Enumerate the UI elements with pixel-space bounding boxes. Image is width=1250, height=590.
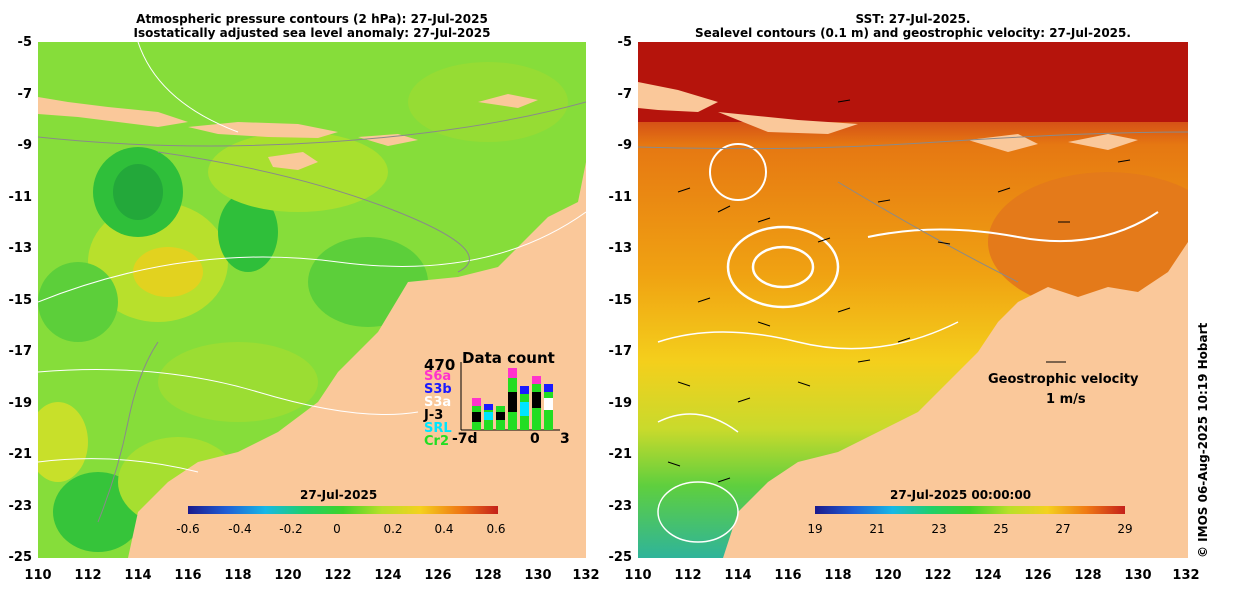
left-ytick: -17 — [8, 344, 33, 359]
left-xtick: 112 — [74, 568, 102, 583]
data-count-title: Data count — [462, 349, 555, 367]
right-xtick: 126 — [1024, 568, 1052, 583]
right-ytick: -7 — [617, 87, 632, 102]
right-ytick: -25 — [608, 550, 633, 565]
right-ytick: -21 — [608, 447, 633, 462]
right-xtick: 114 — [724, 568, 752, 583]
right-map[interactable] — [638, 42, 1188, 558]
left-colorbar-label: 27-Jul-2025 — [300, 488, 378, 502]
right-ytick: -17 — [608, 344, 633, 359]
left-ytick: -23 — [8, 499, 33, 514]
mission-s3b: S3b — [424, 382, 452, 397]
right-ytick: -9 — [617, 138, 632, 153]
right-xtick: 128 — [1074, 568, 1102, 583]
left-ytick: -11 — [8, 190, 33, 205]
left-xtick: 114 — [124, 568, 152, 583]
left-title: Atmospheric pressure contours (2 hPa): 2… — [38, 12, 586, 40]
left-cbar-tick: -0.4 — [228, 522, 252, 536]
left-xtick: 132 — [572, 568, 600, 583]
left-xtick: 126 — [424, 568, 452, 583]
right-ytick: -5 — [617, 35, 632, 50]
right-colorbar — [815, 506, 1125, 514]
right-title-line2: Sealevel contours (0.1 m) and geostrophi… — [695, 26, 1131, 40]
mission-cr2: Cr2 — [424, 434, 449, 449]
data-count-x-start: -7d — [452, 431, 478, 447]
mission-s6a: S6a — [424, 369, 452, 384]
left-cbar-tick: 0.4 — [434, 522, 454, 536]
right-xtick: 118 — [824, 568, 852, 583]
right-colorbar-label: 27-Jul-2025 00:00:00 — [890, 488, 1032, 502]
left-cbar-tick: 0.2 — [383, 522, 403, 536]
left-xtick: 122 — [324, 568, 352, 583]
right-cbar-tick: 23 — [931, 522, 947, 536]
right-cbar-tick: 21 — [869, 522, 885, 536]
left-title-line2: Isostatically adjusted sea level anomaly… — [133, 26, 491, 40]
left-ytick: -13 — [8, 241, 33, 256]
data-count-x-end: 3 — [560, 431, 570, 447]
mission-j3: J-3 — [424, 408, 444, 423]
left-xtick: 124 — [374, 568, 402, 583]
mission-srl: SRL — [424, 421, 452, 436]
left-ytick: -5 — [17, 35, 32, 50]
left-ytick: -21 — [8, 447, 33, 462]
left-ytick: -15 — [8, 293, 33, 308]
data-count-bars — [472, 368, 553, 430]
left-map[interactable] — [38, 42, 586, 558]
left-xtick: 118 — [224, 568, 252, 583]
right-ytick: -23 — [608, 499, 633, 514]
imos-credit: © IMOS 06-Aug-2025 10:19 Hobart — [1196, 322, 1210, 558]
left-cbar-tick: -0.6 — [176, 522, 200, 536]
data-count-max: 470 — [424, 356, 456, 374]
right-xtick: 116 — [774, 568, 802, 583]
left-cbar-tick: 0 — [333, 522, 341, 536]
right-xtick: 110 — [624, 568, 652, 583]
mission-s3a: S3a — [424, 395, 452, 410]
left-xtick: 116 — [174, 568, 202, 583]
right-cbar-tick: 29 — [1117, 522, 1133, 536]
left-title-line1: Atmospheric pressure contours (2 hPa): 2… — [136, 12, 488, 26]
right-xtick: 122 — [924, 568, 952, 583]
right-cbar-tick: 27 — [1055, 522, 1071, 536]
right-map-svg — [638, 42, 1188, 558]
left-xtick: 120 — [274, 568, 302, 583]
right-cbar-tick: 19 — [807, 522, 823, 536]
left-xtick: 130 — [524, 568, 552, 583]
right-ytick: -11 — [608, 190, 633, 205]
left-colorbar — [188, 506, 498, 514]
right-xtick: 124 — [974, 568, 1002, 583]
right-ytick: -19 — [608, 396, 633, 411]
right-ytick: -13 — [608, 241, 633, 256]
right-xtick: 120 — [874, 568, 902, 583]
velocity-arrows — [667, 99, 1131, 483]
left-ytick: -9 — [17, 138, 32, 153]
left-cbar-tick: -0.2 — [279, 522, 303, 536]
left-ytick: -7 — [17, 87, 32, 102]
left-map-svg — [38, 42, 586, 558]
right-xtick: 130 — [1124, 568, 1152, 583]
right-xtick: 112 — [674, 568, 702, 583]
right-title: SST: 27-Jul-2025. Sealevel contours (0.1… — [638, 12, 1188, 40]
data-count-x-zero: 0 — [530, 431, 540, 447]
left-xtick: 110 — [24, 568, 52, 583]
left-cbar-tick: 0.6 — [486, 522, 506, 536]
velocity-scale: 1 m/s — [1046, 392, 1086, 407]
data-count-chart — [460, 362, 560, 431]
left-ytick: -25 — [8, 550, 33, 565]
right-ytick: -15 — [608, 293, 633, 308]
left-xtick: 128 — [474, 568, 502, 583]
right-xtick: 132 — [1172, 568, 1200, 583]
velocity-label: Geostrophic velocity — [988, 372, 1139, 387]
right-title-line1: SST: 27-Jul-2025. — [855, 12, 971, 26]
right-cbar-tick: 25 — [993, 522, 1009, 536]
left-ytick: -19 — [8, 396, 33, 411]
